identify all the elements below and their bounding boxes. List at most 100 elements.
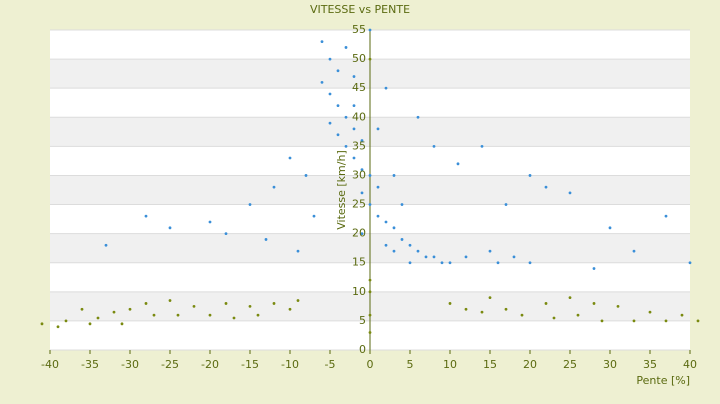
data-point <box>376 214 380 218</box>
data-point <box>608 226 612 230</box>
y-tick-label: 35 <box>352 139 366 152</box>
data-point <box>232 316 236 320</box>
data-point <box>648 310 652 314</box>
data-point <box>376 185 380 189</box>
chart-title: VITESSE vs PENTE <box>310 3 410 16</box>
data-point <box>288 156 292 160</box>
data-point <box>208 313 212 317</box>
x-tick-label: 35 <box>643 358 657 371</box>
data-point <box>432 144 436 148</box>
data-point <box>80 307 84 311</box>
data-point <box>248 203 252 206</box>
data-point <box>176 313 180 317</box>
data-point <box>152 313 156 317</box>
data-point <box>56 325 60 329</box>
data-point <box>432 255 436 259</box>
x-tick-label: 25 <box>563 358 577 371</box>
data-point <box>416 115 420 119</box>
y-tick-label: 5 <box>359 314 366 327</box>
data-point <box>312 214 316 218</box>
x-tick-label: 30 <box>603 358 617 371</box>
data-point <box>360 191 364 195</box>
x-tick-label: 20 <box>523 358 537 371</box>
data-point <box>392 226 396 230</box>
data-point <box>528 174 532 177</box>
data-point <box>464 307 468 311</box>
data-point <box>448 261 452 265</box>
data-point <box>96 316 100 320</box>
data-point <box>352 75 356 78</box>
y-tick-label: 30 <box>352 168 366 181</box>
data-point <box>208 220 212 224</box>
data-point <box>328 92 332 96</box>
data-point <box>664 319 668 323</box>
x-tick-label: 0 <box>367 358 374 371</box>
data-point <box>248 304 252 308</box>
data-point <box>288 307 292 311</box>
data-point <box>368 203 372 206</box>
data-point <box>368 57 372 61</box>
data-point <box>344 144 348 148</box>
data-point <box>328 121 332 125</box>
y-tick-label: 10 <box>352 285 366 298</box>
x-tick-label: -25 <box>161 358 179 371</box>
data-point <box>632 249 636 253</box>
y-tick-label: 15 <box>352 256 366 269</box>
data-point <box>544 302 548 305</box>
data-point <box>632 319 636 323</box>
data-point <box>552 316 556 320</box>
data-point <box>368 28 372 32</box>
y-tick-label: 45 <box>352 81 366 94</box>
data-point <box>120 322 124 326</box>
data-point <box>320 80 324 84</box>
data-point <box>688 261 692 265</box>
y-tick-label: 25 <box>352 198 366 211</box>
data-point <box>368 290 372 294</box>
data-point <box>664 214 668 218</box>
data-point <box>504 307 508 311</box>
data-point <box>128 307 132 311</box>
data-point <box>272 302 276 305</box>
data-point <box>104 243 108 247</box>
data-point <box>296 249 300 253</box>
x-axis-label: Pente [%] <box>636 374 690 387</box>
data-point <box>496 261 500 265</box>
data-point <box>360 232 364 236</box>
data-point <box>488 249 492 253</box>
data-point <box>192 304 196 308</box>
data-point <box>408 261 412 265</box>
data-point <box>336 104 340 108</box>
data-point <box>368 278 372 282</box>
data-point <box>424 255 428 259</box>
data-point <box>320 40 324 44</box>
data-point <box>544 185 548 189</box>
data-point <box>568 191 572 195</box>
data-point <box>328 57 332 61</box>
y-tick-label: 0 <box>359 343 366 356</box>
data-point <box>480 310 484 314</box>
data-point <box>384 243 388 247</box>
x-tick-label: -15 <box>241 358 259 371</box>
data-point <box>600 319 604 323</box>
data-point <box>264 238 268 241</box>
data-point <box>408 243 412 247</box>
data-point <box>416 249 420 253</box>
data-point <box>440 261 444 265</box>
data-point <box>528 261 532 265</box>
data-point <box>360 139 364 142</box>
data-point <box>360 168 364 172</box>
y-axis-label: Vitesse [km/h] <box>335 150 348 230</box>
data-point <box>304 174 308 177</box>
data-point <box>384 220 388 224</box>
data-point <box>456 162 460 166</box>
data-point <box>488 296 492 300</box>
data-point <box>112 310 116 314</box>
data-point <box>376 127 380 131</box>
data-point <box>400 203 404 206</box>
data-point <box>368 331 372 334</box>
data-point <box>384 86 388 90</box>
data-point <box>568 296 572 300</box>
data-point <box>296 299 300 302</box>
x-tick-label: -40 <box>41 358 59 371</box>
data-point <box>344 46 348 49</box>
